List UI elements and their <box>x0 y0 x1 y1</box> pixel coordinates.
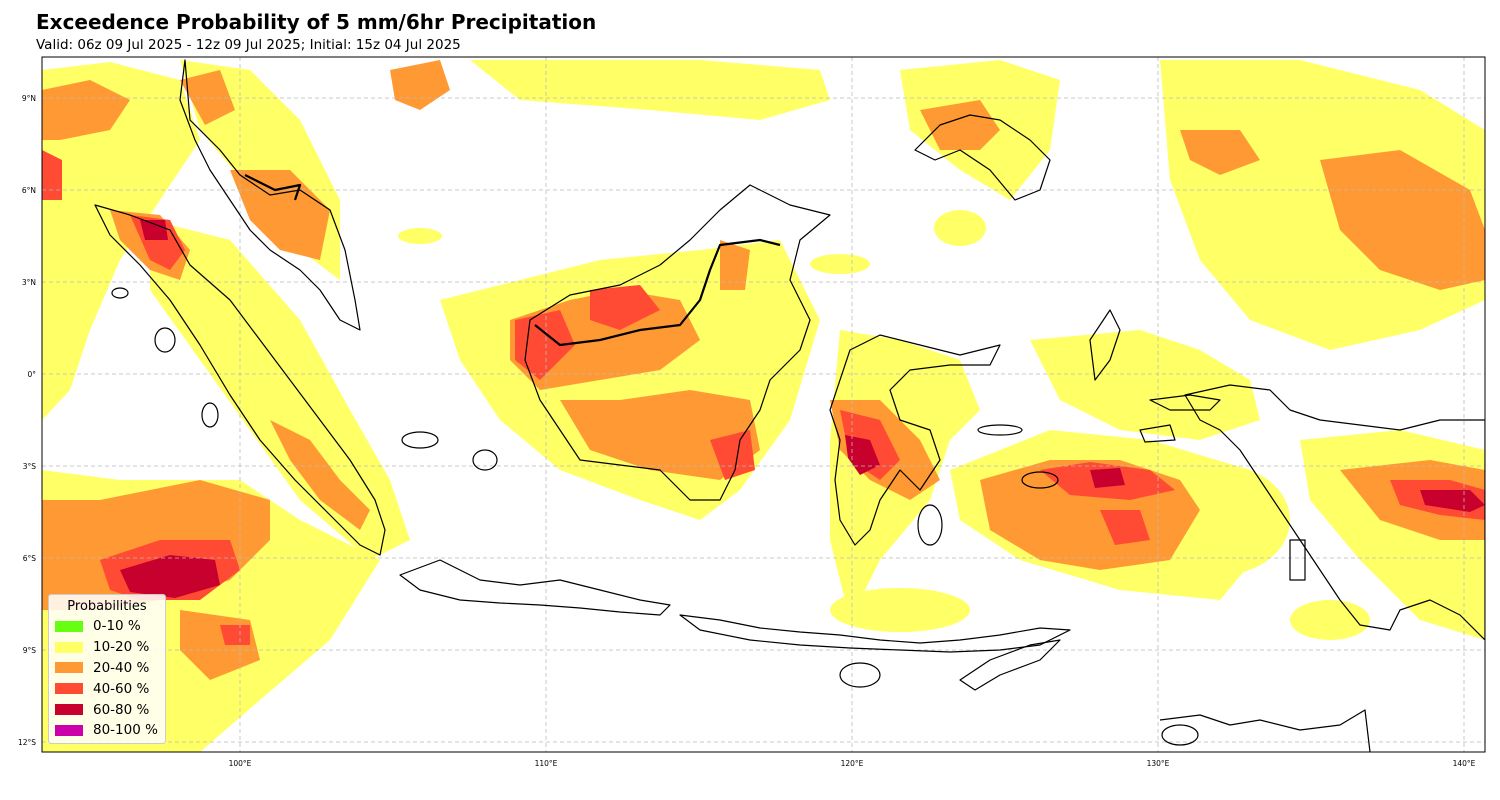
probability-legend: Probabilities 0-10 % 10-20 % 20-40 % 40-… <box>48 594 166 744</box>
lon-tick-label: 100°E <box>229 759 252 768</box>
chart-subtitle: Valid: 06z 09 Jul 2025 - 12z 09 Jul 2025… <box>36 37 461 53</box>
coastline-halmahera <box>1089 309 1121 381</box>
legend-label: 20-40 % <box>93 659 150 676</box>
coastline-java <box>399 559 671 616</box>
chart-title: Exceedence Probability of 5 mm/6hr Preci… <box>36 10 597 34</box>
lat-tick-label: 0° <box>27 370 36 379</box>
coastline-peninsula-border <box>244 174 302 201</box>
coastline-seram <box>1149 394 1221 411</box>
red-region-borneo-w <box>515 310 575 380</box>
coastlines <box>94 59 1485 752</box>
coastline-sumatra <box>94 204 386 556</box>
map-frame <box>41 56 1486 753</box>
longitude-tick-labels: 100°E 110°E 120°E 130°E 140°E <box>229 759 1476 768</box>
yellow-region-sumatra <box>150 220 410 560</box>
orange-region-philippines <box>920 100 1000 150</box>
latitude-tick-labels: 9°N 6°N 3°N 0° 3°S 6°S 9°S 12°S <box>18 94 36 747</box>
lat-tick-label: 12°S <box>18 738 36 747</box>
red-region-banda-s <box>1100 510 1150 545</box>
orange-region-malay <box>230 170 330 260</box>
darkred-region-sulawesi <box>845 435 880 475</box>
legend-swatch <box>55 641 83 653</box>
coastline-borneo-malaysia-border <box>534 238 781 347</box>
coastline-timor <box>959 639 1061 691</box>
yellow-region-north-banda <box>1030 330 1260 440</box>
legend-swatch <box>55 620 83 632</box>
red-region-borneo-se <box>710 430 755 480</box>
legend-label: 10-20 % <box>93 639 150 656</box>
yellow-region-north-sea <box>470 60 830 120</box>
darkred-region-aceh <box>140 220 168 240</box>
lat-tick-label: 6°S <box>23 554 37 563</box>
red-region-borneo-n <box>590 285 660 330</box>
legend-swatch <box>55 662 83 674</box>
red-region-west <box>42 150 62 200</box>
orange-region-pacific-2 <box>1180 130 1260 175</box>
coastline-malay-peninsula <box>179 59 361 331</box>
orange-region-sumatra-coast <box>270 420 370 530</box>
coastline-nusa-tenggara <box>679 614 1071 653</box>
lat-tick-label: 6°N <box>22 186 36 195</box>
lat-tick-label: 9°N <box>22 94 36 103</box>
orange-region-borneo-s <box>560 390 760 480</box>
legend-item: 20-40 % <box>55 658 159 679</box>
legend-title: Probabilities <box>67 599 147 614</box>
legend-item: 80-100 % <box>55 720 159 741</box>
lon-tick-label: 130°E <box>1147 759 1170 768</box>
lat-tick-label: 9°S <box>23 646 37 655</box>
legend-swatch <box>55 724 83 736</box>
red-region-sw-ocean-2 <box>220 625 250 645</box>
legend-swatch <box>55 704 83 716</box>
lat-tick-label: 3°S <box>23 462 37 471</box>
coastline-borneo <box>524 184 831 501</box>
legend-label: 80-100 % <box>93 722 158 739</box>
legend-swatch <box>55 683 83 695</box>
legend-item: 0-10 % <box>55 616 159 637</box>
orange-region-north-sea-2 <box>180 70 235 125</box>
lon-tick-label: 140°E <box>1453 759 1476 768</box>
coastline-new-guinea <box>1184 384 1485 641</box>
lat-tick-label: 3°N <box>22 278 36 287</box>
legend-item: 10-20 % <box>55 637 159 658</box>
coastline-aru <box>1289 539 1306 581</box>
legend-item: 40-60 % <box>55 678 159 699</box>
darkred-region-banda <box>1090 468 1125 488</box>
lon-tick-label: 110°E <box>535 759 558 768</box>
coastline-buru <box>1139 424 1176 443</box>
orange-region-north-sea <box>390 60 450 110</box>
lon-tick-label: 120°E <box>841 759 864 768</box>
orange-region-borneo-ne <box>720 240 750 290</box>
darkred-region-sw-ocean <box>120 555 220 598</box>
map-gridlines <box>42 57 1485 752</box>
orange-region-pacific <box>1320 150 1485 290</box>
coastline-sulawesi <box>829 334 1001 546</box>
legend-label: 0-10 % <box>93 618 141 635</box>
legend-label: 40-60 % <box>93 680 150 697</box>
precip-field <box>42 60 1485 752</box>
legend-label: 60-80 % <box>93 701 150 718</box>
darkred-region-png <box>1420 490 1485 512</box>
coastline-philippines <box>914 114 1051 201</box>
coastline-australia-north <box>1159 709 1371 752</box>
legend-item: 60-80 % <box>55 699 159 720</box>
orange-region-west-ocean <box>42 80 130 140</box>
